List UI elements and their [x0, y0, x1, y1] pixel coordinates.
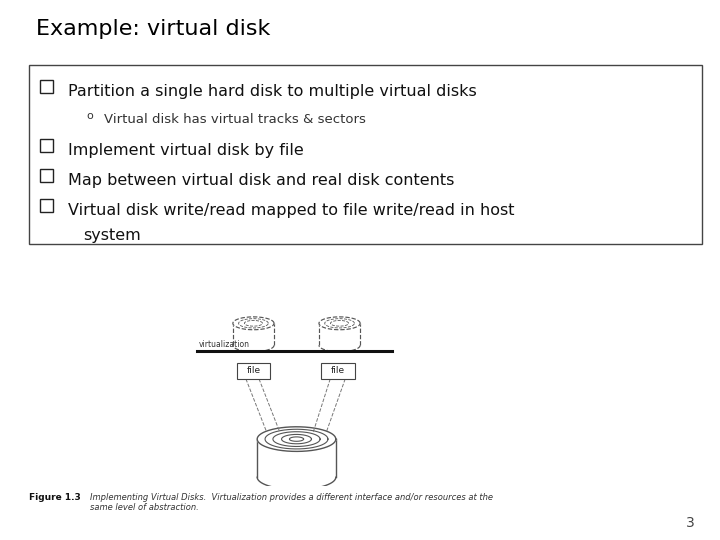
Text: Implement virtual disk by file: Implement virtual disk by file — [68, 143, 304, 158]
Text: o: o — [86, 111, 93, 121]
Bar — [40, 199, 53, 212]
Text: Virtual disk has virtual tracks & sectors: Virtual disk has virtual tracks & sector… — [104, 113, 366, 126]
Text: Figure 1.3: Figure 1.3 — [29, 493, 81, 502]
Text: system: system — [83, 228, 140, 243]
Text: Example: virtual disk: Example: virtual disk — [36, 19, 271, 39]
Bar — [237, 363, 270, 379]
Bar — [40, 169, 53, 182]
Polygon shape — [233, 317, 274, 330]
Text: Virtual disk write/read mapped to file write/read in host: Virtual disk write/read mapped to file w… — [68, 202, 515, 218]
Text: 3: 3 — [686, 516, 695, 530]
Text: Implementing Virtual Disks.  Virtualization provides a different interface and/o: Implementing Virtual Disks. Virtualizati… — [90, 493, 493, 512]
Bar — [40, 139, 53, 152]
FancyBboxPatch shape — [29, 65, 702, 244]
Bar — [40, 80, 53, 93]
Text: file: file — [330, 367, 345, 375]
Text: Partition a single hard disk to multiple virtual disks: Partition a single hard disk to multiple… — [68, 84, 477, 99]
Text: file: file — [246, 367, 261, 375]
Bar — [321, 363, 354, 379]
Text: virtualization: virtualization — [199, 340, 250, 349]
Polygon shape — [257, 427, 336, 451]
Text: Map between virtual disk and real disk contents: Map between virtual disk and real disk c… — [68, 173, 455, 188]
Polygon shape — [319, 317, 360, 330]
